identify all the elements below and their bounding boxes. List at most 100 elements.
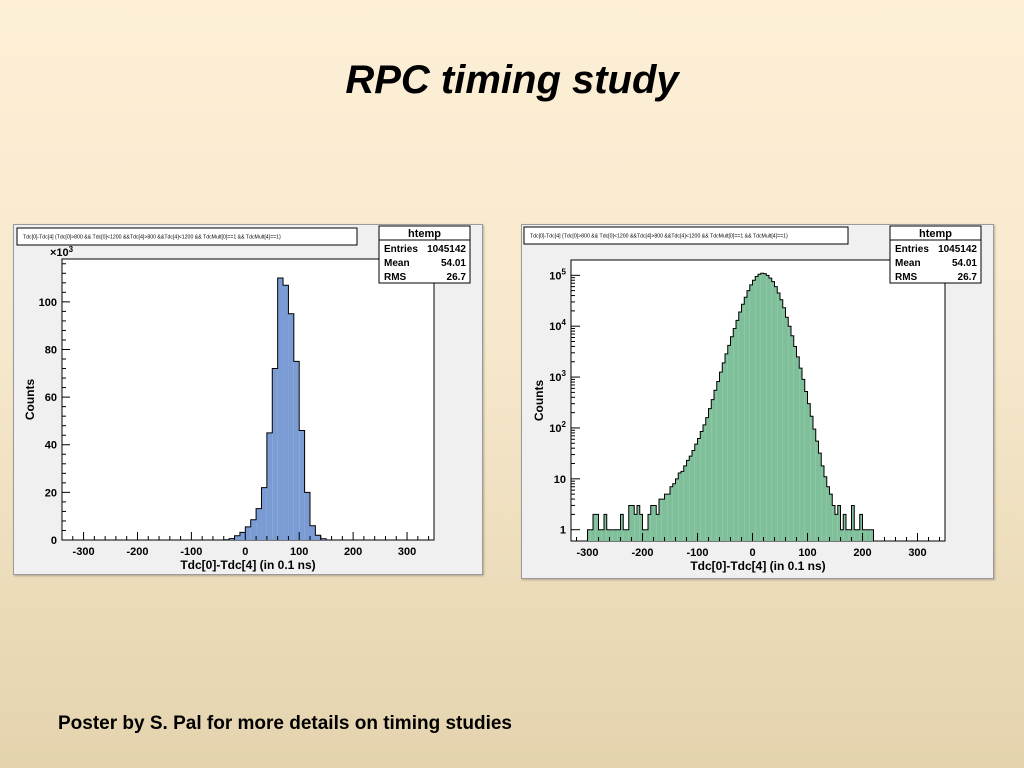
histogram-bin: [840, 529, 844, 541]
histogram-bin: [601, 529, 604, 541]
histogram-bin: [758, 274, 761, 541]
histogram-bin: [256, 508, 262, 540]
histogram-title-box: [523, 226, 849, 245]
histogram-bin: [851, 505, 855, 541]
y-tick-label: 0: [51, 535, 57, 547]
y-tick-label: 103: [549, 369, 566, 384]
histogram-bin: [785, 317, 789, 541]
histogram-bin: [714, 390, 717, 541]
histogram-bin: [664, 494, 668, 541]
histogram-bin: [620, 514, 624, 541]
x-tick-label: -100: [686, 547, 708, 559]
y-tick-label: 10: [554, 474, 566, 486]
histogram-bin: [857, 529, 860, 541]
y-tick-label: 1: [560, 525, 566, 537]
histogram-bin: [310, 525, 316, 540]
histogram-bin: [659, 499, 662, 541]
histogram-bin: [692, 450, 695, 541]
histogram-bin: [667, 494, 670, 541]
histogram-bin: [697, 438, 701, 541]
histogram-bin: [606, 529, 610, 541]
x-tick-label: 200: [853, 547, 871, 559]
y-axis-exponent: ×103: [50, 245, 74, 259]
histogram-bin: [283, 285, 289, 540]
y-axis-title: Counts: [23, 379, 37, 421]
histogram-bin: [788, 326, 791, 541]
histogram-bin: [653, 505, 657, 541]
x-axis-title: Tdc[0]-Tdc[4] (in 0.1 ns): [690, 559, 825, 573]
histogram-bin: [744, 297, 747, 541]
histogram-bin: [288, 313, 294, 540]
histogram-bin: [826, 486, 830, 541]
histogram-bin: [749, 284, 753, 541]
histogram-bin: [774, 286, 778, 541]
histogram-bin: [609, 529, 613, 541]
histogram-bin: [854, 529, 857, 541]
histogram-bin: [835, 514, 838, 541]
x-tick-label: -200: [126, 546, 148, 558]
histogram-bin: [862, 529, 866, 541]
histogram-bin: [738, 312, 742, 541]
histogram-bin: [733, 328, 736, 541]
stats-value: 26.7: [958, 272, 978, 283]
histogram-bars: [223, 278, 327, 540]
histogram-bin: [678, 473, 681, 541]
histogram-bin: [782, 307, 786, 541]
histogram-bin: [741, 304, 745, 541]
histogram-bin: [829, 494, 833, 541]
histogram-bin: [848, 529, 852, 541]
histogram-bin: [777, 292, 780, 541]
histogram-bin: [700, 431, 703, 541]
histogram-bin: [593, 514, 596, 541]
stats-box: [378, 225, 471, 284]
y-tick-label: 80: [45, 344, 57, 356]
x-tick-label: 0: [242, 546, 248, 558]
histogram-bin: [727, 345, 731, 541]
histogram-bin: [637, 505, 640, 541]
y-tick-label: 20: [45, 487, 57, 499]
histogram-panel-log: Tdc[0]-Tdc[4] {Tdc[0]>800 && Tdc[0]<1200…: [521, 224, 994, 579]
histogram-bin: [730, 336, 734, 541]
histogram-bin: [766, 275, 769, 541]
y-tick-label: 104: [549, 318, 566, 333]
x-tick-label: 100: [798, 547, 816, 559]
histogram-bin: [846, 529, 849, 541]
histogram-bin: [859, 514, 863, 541]
plot-frame: [61, 258, 435, 541]
histogram-bin: [870, 529, 874, 541]
histogram-bin: [694, 444, 698, 541]
histogram-bin: [639, 514, 643, 541]
stats-label: Entries: [895, 244, 929, 255]
histogram-bin: [315, 535, 321, 540]
histogram-bin: [708, 408, 712, 541]
x-tick-label: 200: [344, 546, 362, 558]
histogram-bin: [810, 416, 813, 541]
histogram-bin: [656, 514, 659, 541]
histogram-bin: [703, 424, 706, 541]
histogram-bin: [612, 529, 615, 541]
histogram-log-chart: Tdc[0]-Tdc[4] {Tdc[0]>800 && Tdc[0]<1200…: [523, 225, 982, 573]
histogram-bin: [229, 538, 235, 540]
histogram-bin: [617, 529, 621, 541]
x-tick-label: -100: [180, 546, 202, 558]
histogram-bin: [631, 505, 635, 541]
histogram-bin: [623, 529, 626, 541]
histogram-bin: [234, 535, 240, 540]
stats-label: RMS: [895, 272, 918, 283]
histogram-bin: [722, 362, 725, 541]
histogram-linear-chart: Tdc[0]-Tdc[4] {Tdc[0]>800 && Tdc[0]<1200…: [16, 225, 471, 572]
histogram-bin: [837, 505, 841, 541]
histogram-title-box: [16, 227, 358, 246]
histogram-bin: [796, 356, 800, 541]
histogram-panel-linear: Tdc[0]-Tdc[4] {Tdc[0]>800 && Tdc[0]<1200…: [13, 224, 483, 575]
histogram-bin: [590, 529, 593, 541]
histogram-bin: [245, 526, 251, 540]
histogram-bin: [261, 487, 267, 540]
histogram-bin: [604, 514, 607, 541]
histogram-bin: [670, 486, 673, 541]
histogram-outline: [587, 272, 874, 541]
histogram-bin: [304, 492, 310, 540]
stats-box: [889, 225, 982, 284]
histogram-bin: [650, 505, 654, 541]
stats-value: 54.01: [952, 258, 977, 269]
